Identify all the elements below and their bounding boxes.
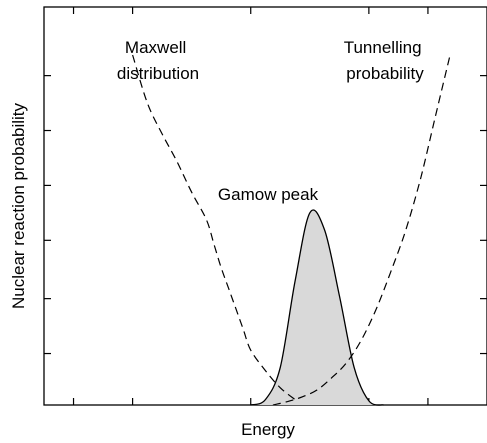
maxwell-annotation: Maxwell distribution: [117, 38, 199, 83]
gamow-peak-area: [250, 210, 384, 406]
gamow-peak-line: [250, 209, 384, 406]
tunnelling-probability-line: [272, 54, 451, 406]
gamow-peak-annotation: Gamow peak: [218, 185, 319, 204]
axis-ticks: [44, 7, 487, 405]
maxwell-distribution-line: [132, 54, 296, 400]
x-axis-label: Energy: [241, 420, 295, 439]
y-axis-label: Nuclear reaction probability: [9, 103, 28, 309]
tunnelling-annotation: Tunnelling probability: [344, 38, 427, 83]
